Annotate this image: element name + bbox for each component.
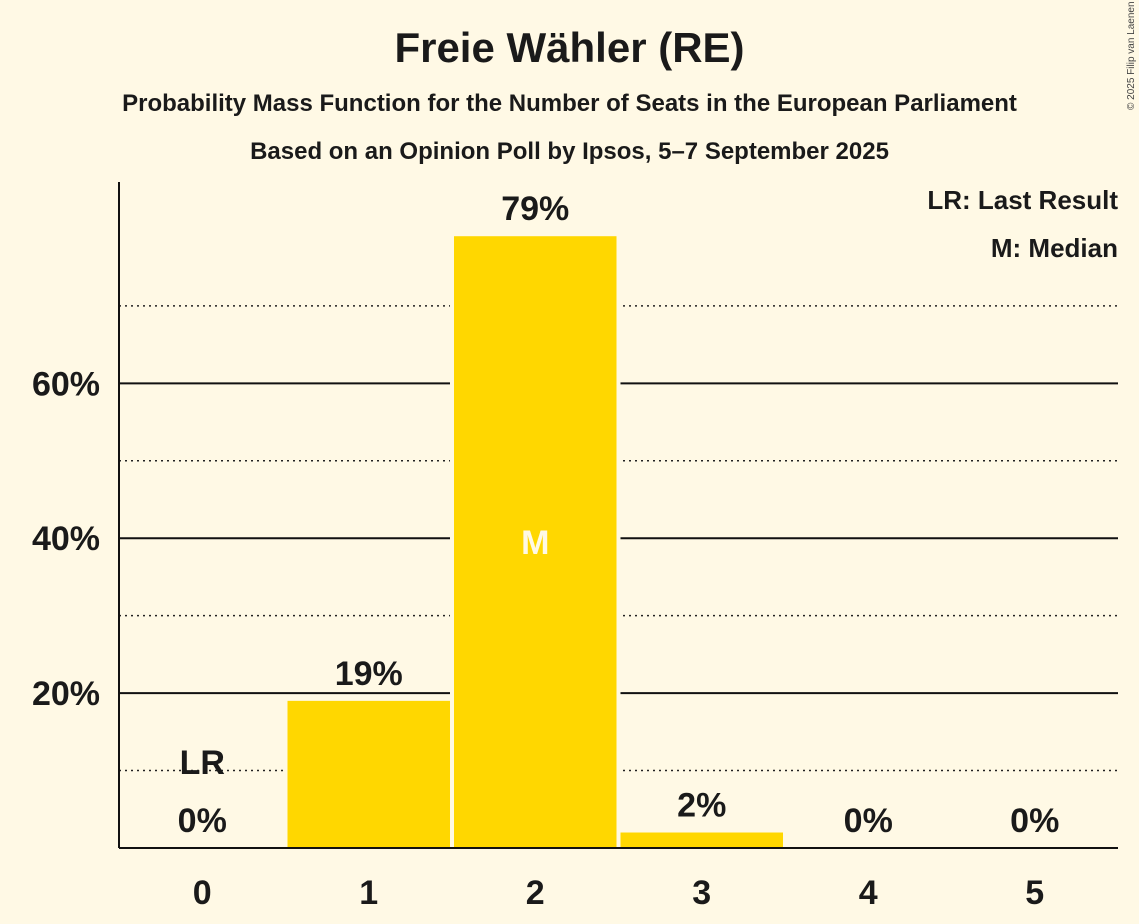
value-label: 19%: [335, 655, 403, 693]
x-tick-label: 5: [1025, 874, 1044, 912]
chart-title: Freie Wähler (RE): [394, 24, 745, 71]
value-label: 0%: [1010, 802, 1059, 840]
x-tick-label: 2: [526, 874, 545, 912]
value-label: 2%: [677, 787, 726, 825]
legend-last-result: LR: Last Result: [927, 185, 1118, 215]
x-tick-label: 3: [692, 874, 711, 912]
axes: [118, 182, 1118, 849]
x-tick-label: 1: [359, 874, 378, 912]
chart-source: Based on an Opinion Poll by Ipsos, 5–7 S…: [250, 138, 889, 165]
y-tick-label: 40%: [32, 520, 100, 558]
x-tick-label: 4: [859, 874, 878, 912]
y-tick-label: 60%: [32, 365, 100, 403]
value-label: 0%: [178, 802, 227, 840]
bar-seat-2: [454, 236, 617, 849]
bar-seat-1: [287, 700, 450, 848]
bars: [283, 236, 787, 849]
x-tick-label: 0: [193, 874, 212, 912]
median-marker: M: [521, 524, 549, 562]
value-label: 79%: [501, 190, 569, 228]
chart-subtitle: Probability Mass Function for the Number…: [122, 90, 1017, 117]
value-label: 0%: [844, 802, 893, 840]
legend-median: M: Median: [991, 233, 1118, 263]
y-tick-label: 20%: [32, 675, 100, 713]
last-result-marker: LR: [180, 744, 225, 782]
bar-seat-3: [620, 832, 783, 848]
